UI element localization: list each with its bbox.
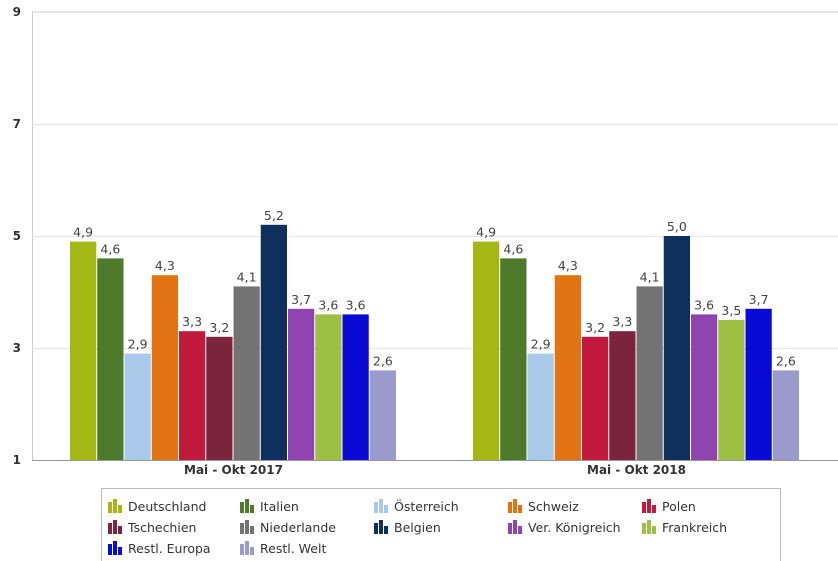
category-label: Mai - Okt 2018 xyxy=(587,463,686,477)
x-axis-categories: Mai - Okt 2017 Mai - Okt 2018 xyxy=(184,463,686,477)
legend-item[interactable]: Ver. Königreich xyxy=(508,518,621,536)
bar-chart-icon xyxy=(508,499,522,513)
data-label: 3,6 xyxy=(346,297,366,312)
bar-restl-europa-2 xyxy=(745,308,772,460)
legend-item[interactable]: Restl. Europa xyxy=(108,539,211,557)
y-tick-label: 9 xyxy=(13,5,21,19)
y-tick-label: 3 xyxy=(13,341,21,355)
legend: Deutschland Italien Österreich Schweiz Polen… xyxy=(101,488,781,561)
legend-item[interactable]: Tschechien xyxy=(108,518,196,536)
data-labels: 4,9 4,6 2,9 4,3 3,3 3,2 4,1 5,2 3,7 3,6 3,6 2,6 4,9 4… xyxy=(73,208,796,369)
bar-restl-welt-1 xyxy=(369,370,396,460)
legend-label: Restl. Europa xyxy=(128,540,211,556)
bar-chart-icon xyxy=(642,520,656,534)
bar-schweiz-2 xyxy=(554,275,581,460)
bars xyxy=(70,224,799,460)
data-label: 4,6 xyxy=(100,241,120,256)
data-label: 3,2 xyxy=(209,320,229,335)
bar-tschechien-2 xyxy=(609,331,636,460)
y-axis-ticks: 1 3 5 7 9 xyxy=(13,5,21,467)
bar-chart-icon xyxy=(108,541,122,555)
data-label: 4,1 xyxy=(640,269,660,284)
y-tick-label: 7 xyxy=(13,117,21,131)
category-label: Mai - Okt 2017 xyxy=(184,463,283,477)
data-label: 3,7 xyxy=(291,292,311,307)
legend-label: Restl. Welt xyxy=(260,540,327,556)
data-label: 4,1 xyxy=(237,269,257,284)
bar-ver-königreich-1 xyxy=(288,308,315,460)
data-label: 5,2 xyxy=(264,208,284,223)
data-label: 3,6 xyxy=(318,297,338,312)
bar-belgien-2 xyxy=(663,236,690,460)
bar-frankreich-2 xyxy=(718,320,745,460)
legend-label: Deutschland xyxy=(128,498,207,514)
legend-label: Tschechien xyxy=(128,519,197,535)
bar-chart-icon xyxy=(108,520,122,534)
bar-chart-icon xyxy=(374,520,388,534)
data-label: 3,5 xyxy=(721,303,741,318)
legend-item[interactable]: Schweiz xyxy=(508,497,579,515)
bar-polen-1 xyxy=(179,331,206,460)
bar-restl-welt-2 xyxy=(772,370,799,460)
legend-label: Schweiz xyxy=(528,498,579,514)
data-label: 4,3 xyxy=(558,258,578,273)
data-label: 4,3 xyxy=(155,258,175,273)
bar-belgien-1 xyxy=(260,224,287,460)
legend-label: Frankreich xyxy=(662,519,728,535)
bar-niederlande-1 xyxy=(233,286,260,460)
bar-chart-icon xyxy=(240,520,254,534)
bar-chart-icon xyxy=(374,499,388,513)
bar-chart-icon xyxy=(240,499,254,513)
legend-label: Belgien xyxy=(394,519,441,535)
data-label: 2,6 xyxy=(373,353,393,368)
bar-tschechien-1 xyxy=(206,336,233,460)
bar-italien-2 xyxy=(500,258,527,460)
bar-chart-icon xyxy=(508,520,522,534)
legend-item[interactable]: Italien xyxy=(240,497,299,515)
legend-label: Niederlande xyxy=(260,519,336,535)
bar-deutschland-1 xyxy=(70,241,97,460)
bar-niederlande-2 xyxy=(636,286,663,460)
legend-item[interactable]: Niederlande xyxy=(240,518,336,536)
bar-chart-icon xyxy=(240,541,254,555)
legend-label: Italien xyxy=(260,498,299,514)
data-label: 3,6 xyxy=(694,297,714,312)
data-label: 4,9 xyxy=(476,225,496,240)
data-label: 2,9 xyxy=(128,337,148,352)
bar-chart-icon xyxy=(642,499,656,513)
bar-italien-1 xyxy=(97,258,124,460)
y-tick-label: 1 xyxy=(13,453,21,467)
legend-item[interactable]: Frankreich xyxy=(642,518,727,536)
bar-österreich-2 xyxy=(527,353,554,460)
bar-ver-königreich-2 xyxy=(691,314,718,460)
data-label: 3,3 xyxy=(612,314,632,329)
y-tick-label: 5 xyxy=(13,229,21,243)
data-label: 4,6 xyxy=(503,241,523,256)
bar-frankreich-1 xyxy=(315,314,342,460)
bar-schweiz-1 xyxy=(151,275,178,460)
legend-item[interactable]: Polen xyxy=(642,497,696,515)
legend-label: Österreich xyxy=(394,498,459,514)
data-label: 3,7 xyxy=(749,292,769,307)
data-label: 3,2 xyxy=(585,320,605,335)
legend-label: Ver. Königreich xyxy=(528,519,621,535)
bar-deutschland-2 xyxy=(473,241,500,460)
bar-restl-europa-1 xyxy=(342,314,369,460)
bar-österreich-1 xyxy=(124,353,151,460)
data-label: 3,3 xyxy=(182,314,202,329)
legend-label: Polen xyxy=(662,498,696,514)
data-label: 5,0 xyxy=(667,219,687,234)
legend-item[interactable]: Restl. Welt xyxy=(240,539,326,557)
legend-item[interactable]: Österreich xyxy=(374,497,459,515)
bar-polen-2 xyxy=(582,336,609,460)
bar-chart-icon xyxy=(108,499,122,513)
data-label: 2,6 xyxy=(776,353,796,368)
data-label: 4,9 xyxy=(73,225,93,240)
data-label: 2,9 xyxy=(531,337,551,352)
legend-item[interactable]: Belgien xyxy=(374,518,441,536)
legend-item[interactable]: Deutschland xyxy=(108,497,206,515)
